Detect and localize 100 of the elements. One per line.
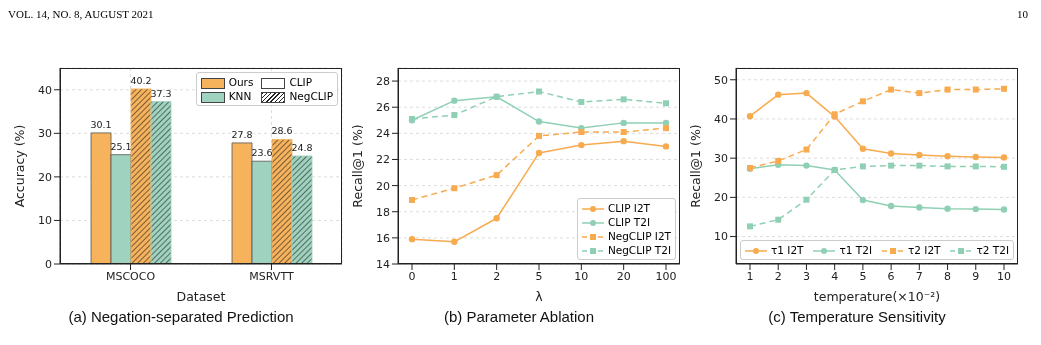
point	[409, 196, 415, 203]
point	[451, 112, 458, 119]
point	[775, 91, 782, 98]
text: (a) Negation-separated Prediction	[67, 308, 295, 325]
legend-label: Ours	[228, 76, 254, 88]
point	[972, 163, 979, 170]
data-label: 27.8	[231, 128, 253, 140]
point	[746, 113, 754, 120]
data-label: 25.1	[110, 140, 132, 152]
point	[803, 146, 810, 153]
point	[663, 100, 669, 107]
point	[536, 88, 542, 95]
x-tick-label: MSRVTT	[249, 269, 294, 283]
point	[620, 119, 627, 127]
x-tick-label: 4	[831, 269, 839, 283]
point	[916, 151, 923, 159]
x-tick-label: 10	[574, 269, 589, 283]
y-tick-label: 22	[376, 153, 390, 167]
y-axis-title: Recall@1 (%)	[688, 124, 704, 208]
legend-label: τ2 I2T	[907, 244, 941, 256]
x-tick-label: 7	[915, 269, 923, 283]
data-label: 40.2	[130, 74, 152, 86]
x-tick-label: 2	[774, 269, 782, 283]
point	[775, 157, 782, 164]
y-tick-label: 10	[38, 214, 52, 228]
y-tick-label: 20	[376, 179, 390, 193]
y-tick-label: 18	[376, 205, 390, 219]
point	[747, 223, 753, 230]
y-tick-label: 50	[714, 73, 728, 87]
y-axis-title: Accuracy (%)	[12, 124, 28, 208]
point	[775, 216, 782, 223]
data-label: 23.6	[251, 147, 273, 159]
point	[1001, 85, 1007, 92]
y-tick-label: 10	[714, 230, 728, 244]
x-tick-label: MSCOCO	[105, 269, 156, 283]
point	[535, 149, 543, 157]
y-tick-label: 14	[376, 257, 390, 271]
point	[408, 235, 416, 243]
point	[944, 205, 951, 212]
data-label: 37.3	[150, 87, 172, 99]
point	[1000, 206, 1008, 213]
point	[803, 89, 810, 97]
x-tick-label: 20	[616, 269, 631, 283]
x-tick-label: 5	[859, 269, 867, 283]
point	[859, 145, 867, 152]
point	[887, 150, 895, 157]
point	[831, 166, 838, 173]
point	[888, 162, 895, 169]
x-tick-label: 100	[655, 269, 677, 283]
legend-label: τ1 T2I	[839, 244, 873, 256]
point	[620, 137, 627, 145]
x-tick-label: 3	[802, 269, 810, 283]
x-tick-label: 5	[535, 269, 543, 283]
point	[451, 238, 458, 245]
x-tick-label: 9	[972, 269, 980, 283]
point	[972, 153, 979, 161]
text: (b) Parameter Ablation	[442, 308, 596, 325]
y-tick-label: 16	[376, 231, 390, 245]
x-axis-title: Dataset	[176, 289, 226, 304]
legend-label: KNN	[228, 90, 252, 102]
point	[578, 141, 585, 149]
point	[859, 163, 866, 170]
point	[578, 129, 585, 136]
point	[803, 162, 810, 169]
x-tick-label: 1	[450, 269, 458, 283]
point	[888, 86, 895, 93]
legend-label: τ2 T2I	[976, 244, 1009, 256]
point	[944, 153, 951, 160]
point	[916, 162, 923, 169]
text: VOL. 14, NO. 8, AUGUST 2021	[8, 8, 154, 20]
point	[916, 90, 923, 97]
x-tick-label: 6	[887, 269, 895, 283]
y-tick-label: 0	[45, 257, 52, 271]
point	[451, 97, 458, 104]
point	[451, 185, 458, 192]
point	[944, 163, 951, 170]
bar	[291, 155, 313, 264]
point	[535, 118, 543, 125]
point	[944, 86, 951, 93]
data-label: 28.6	[271, 125, 293, 137]
point	[662, 143, 670, 150]
legend-label: NegCLIP I2T	[607, 230, 671, 242]
annotation: NegCLIP	[289, 90, 333, 102]
bar	[150, 101, 172, 264]
point	[493, 172, 500, 179]
y-tick-label: 26	[376, 101, 390, 115]
data-label: 24.8	[291, 141, 313, 153]
x-axis-title: temperature(×10⁻²)	[813, 289, 941, 304]
point	[663, 125, 669, 132]
y-tick-label: 30	[714, 152, 728, 166]
point	[493, 215, 500, 222]
x-tick-label: 1	[746, 269, 754, 283]
y-tick-label: 28	[376, 74, 390, 88]
point	[1000, 154, 1008, 161]
data-label: 30.1	[90, 118, 112, 130]
point	[578, 98, 585, 105]
point	[972, 205, 979, 213]
point	[803, 196, 810, 203]
point	[887, 202, 895, 210]
x-tick-label: 0	[408, 269, 416, 283]
